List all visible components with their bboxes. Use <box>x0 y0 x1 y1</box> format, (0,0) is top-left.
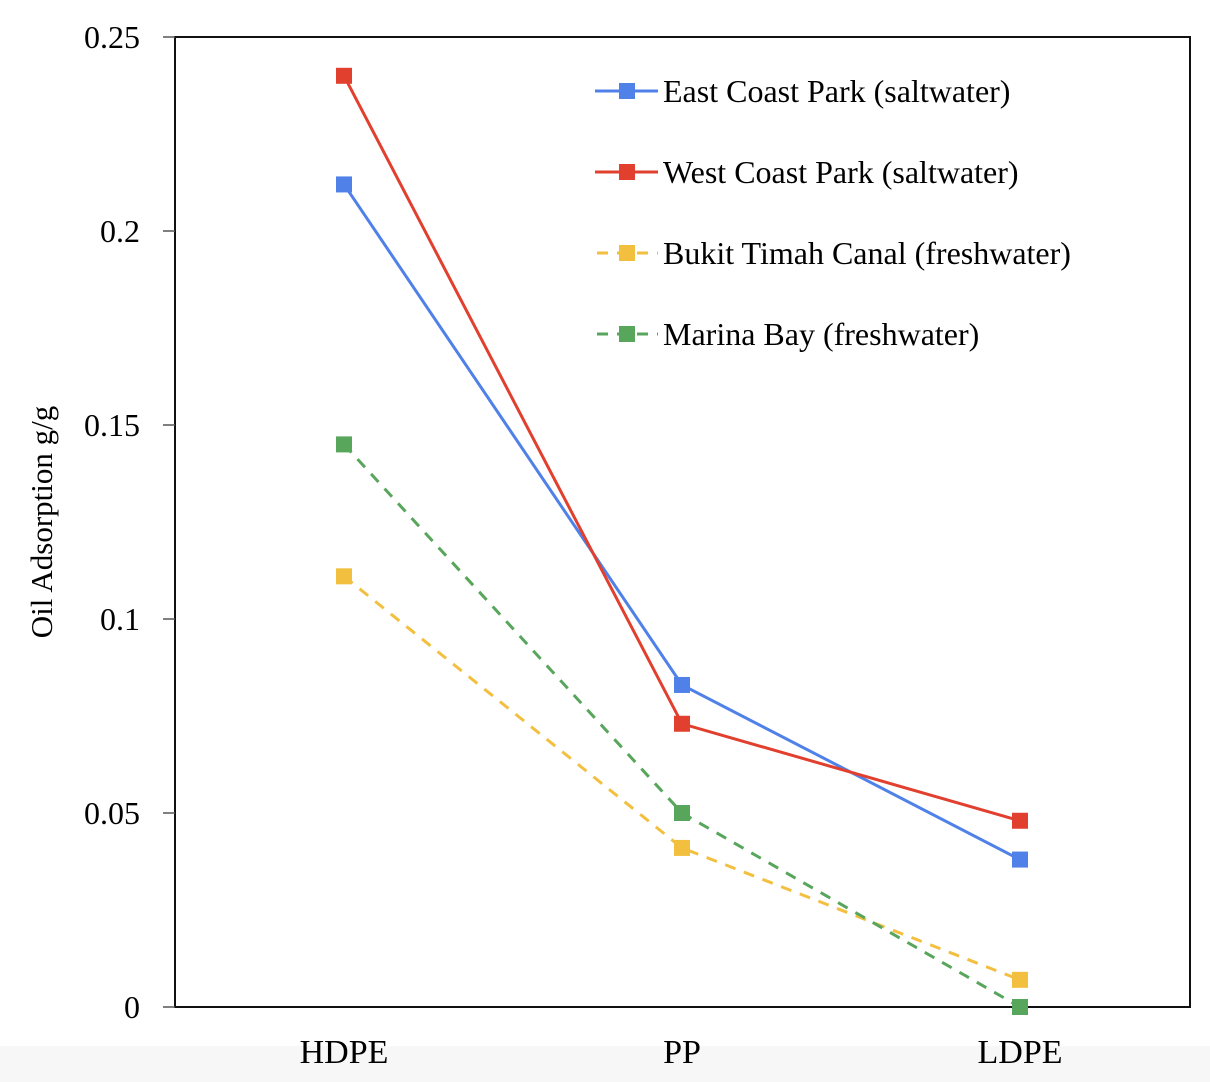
series-line-0 <box>342 183 1021 861</box>
x-tick-label: PP <box>663 1034 701 1071</box>
bottom-band <box>0 1046 1210 1082</box>
legend-marker-swatch <box>619 245 635 261</box>
y-axis-title: Oil Adsorption g/g <box>24 406 59 639</box>
legend-label: West Coast Park (saltwater) <box>663 154 1019 190</box>
data-point-marker <box>336 176 352 193</box>
plot-frame <box>174 36 1191 1008</box>
y-tick-label: 0.1 <box>100 601 140 637</box>
legend-marker-swatch <box>619 326 635 342</box>
legend-item: Marina Bay (freshwater) <box>597 316 979 352</box>
data-point-marker <box>674 715 690 732</box>
legend-item: East Coast Park (saltwater) <box>595 73 1010 109</box>
y-tick-label: 0.15 <box>84 407 140 443</box>
data-point-marker <box>1012 999 1028 1015</box>
y-tick-label: 0.05 <box>84 795 140 831</box>
legend-marker-swatch <box>619 164 635 180</box>
legend-label: Marina Bay (freshwater) <box>663 316 979 352</box>
legend-label: Bukit Timah Canal (freshwater) <box>663 235 1071 271</box>
series-line-2 <box>343 575 1021 982</box>
data-point-marker <box>674 805 690 821</box>
data-point-marker <box>674 676 690 693</box>
data-point-marker <box>1012 851 1028 868</box>
data-point-marker <box>1012 812 1028 829</box>
legend-label: East Coast Park (saltwater) <box>663 73 1010 109</box>
axes: 0 0.05 0.1 0.15 0.2 0.25 HDPE PP LDPE <box>84 19 1191 1071</box>
x-tick-label: LDPE <box>978 1034 1063 1071</box>
legend-marker-swatch <box>619 83 635 99</box>
y-tick-label: 0 <box>124 989 140 1025</box>
legend: East Coast Park (saltwater) West Coast Pa… <box>595 73 1071 352</box>
series-lines <box>342 75 1021 1009</box>
data-point-marker <box>1012 971 1028 988</box>
y-tick-label: 0.25 <box>84 19 140 55</box>
x-tick-label: HDPE <box>300 1034 389 1071</box>
data-point-marker <box>674 839 690 856</box>
legend-item: Bukit Timah Canal (freshwater) <box>597 235 1071 271</box>
data-point-marker <box>336 67 352 84</box>
legend-item: West Coast Park (saltwater) <box>595 154 1019 190</box>
series-markers <box>336 67 1028 1015</box>
y-tick-label: 0.2 <box>100 213 140 249</box>
data-point-marker <box>336 436 352 453</box>
data-point-marker <box>336 568 352 585</box>
